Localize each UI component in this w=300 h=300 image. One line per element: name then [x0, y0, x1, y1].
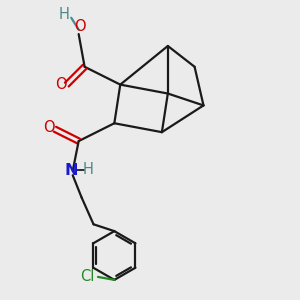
Text: O: O: [43, 120, 55, 135]
Text: H: H: [58, 7, 69, 22]
Text: N: N: [64, 163, 78, 178]
Text: Cl: Cl: [80, 269, 95, 284]
Text: H: H: [82, 162, 93, 177]
Text: O: O: [74, 19, 86, 34]
Text: O: O: [56, 77, 67, 92]
